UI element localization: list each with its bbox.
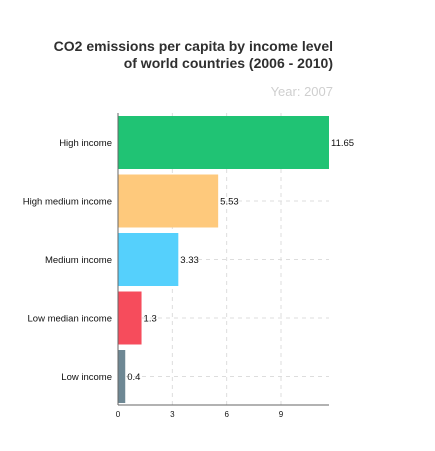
x-tick-label: 0 [116,410,121,419]
x-tick-label: 6 [224,410,229,419]
category-label: High medium income [23,197,112,208]
value-label: 0.4 [127,372,140,383]
category-label: High income [59,138,112,149]
bar [118,350,126,403]
chart-title-line-1: CO2 emissions per capita by income level [54,38,333,54]
labels-layer: High income 11.65 High medium income 5.53 Me… [23,138,354,383]
category-label: Medium income [45,255,112,266]
x-tick-label: 9 [279,410,284,419]
value-label: 5.53 [220,197,239,208]
category-label: Low median income [28,314,113,325]
x-tick-label: 3 [170,410,175,419]
chart-title-line-2: of world countries (2006 - 2010) [124,55,333,71]
value-label: 3.33 [180,255,199,266]
bar [118,116,329,169]
value-label: 11.65 [331,138,354,149]
x-axis: 0 3 6 9 [116,113,329,419]
value-label: 1.3 [144,314,157,325]
bar [118,174,219,228]
bar [118,291,142,345]
bars-layer [118,116,329,403]
chart-subtitle-year: Year: 2007 [271,84,333,99]
category-label: Low income [61,372,112,383]
bar [118,233,179,286]
